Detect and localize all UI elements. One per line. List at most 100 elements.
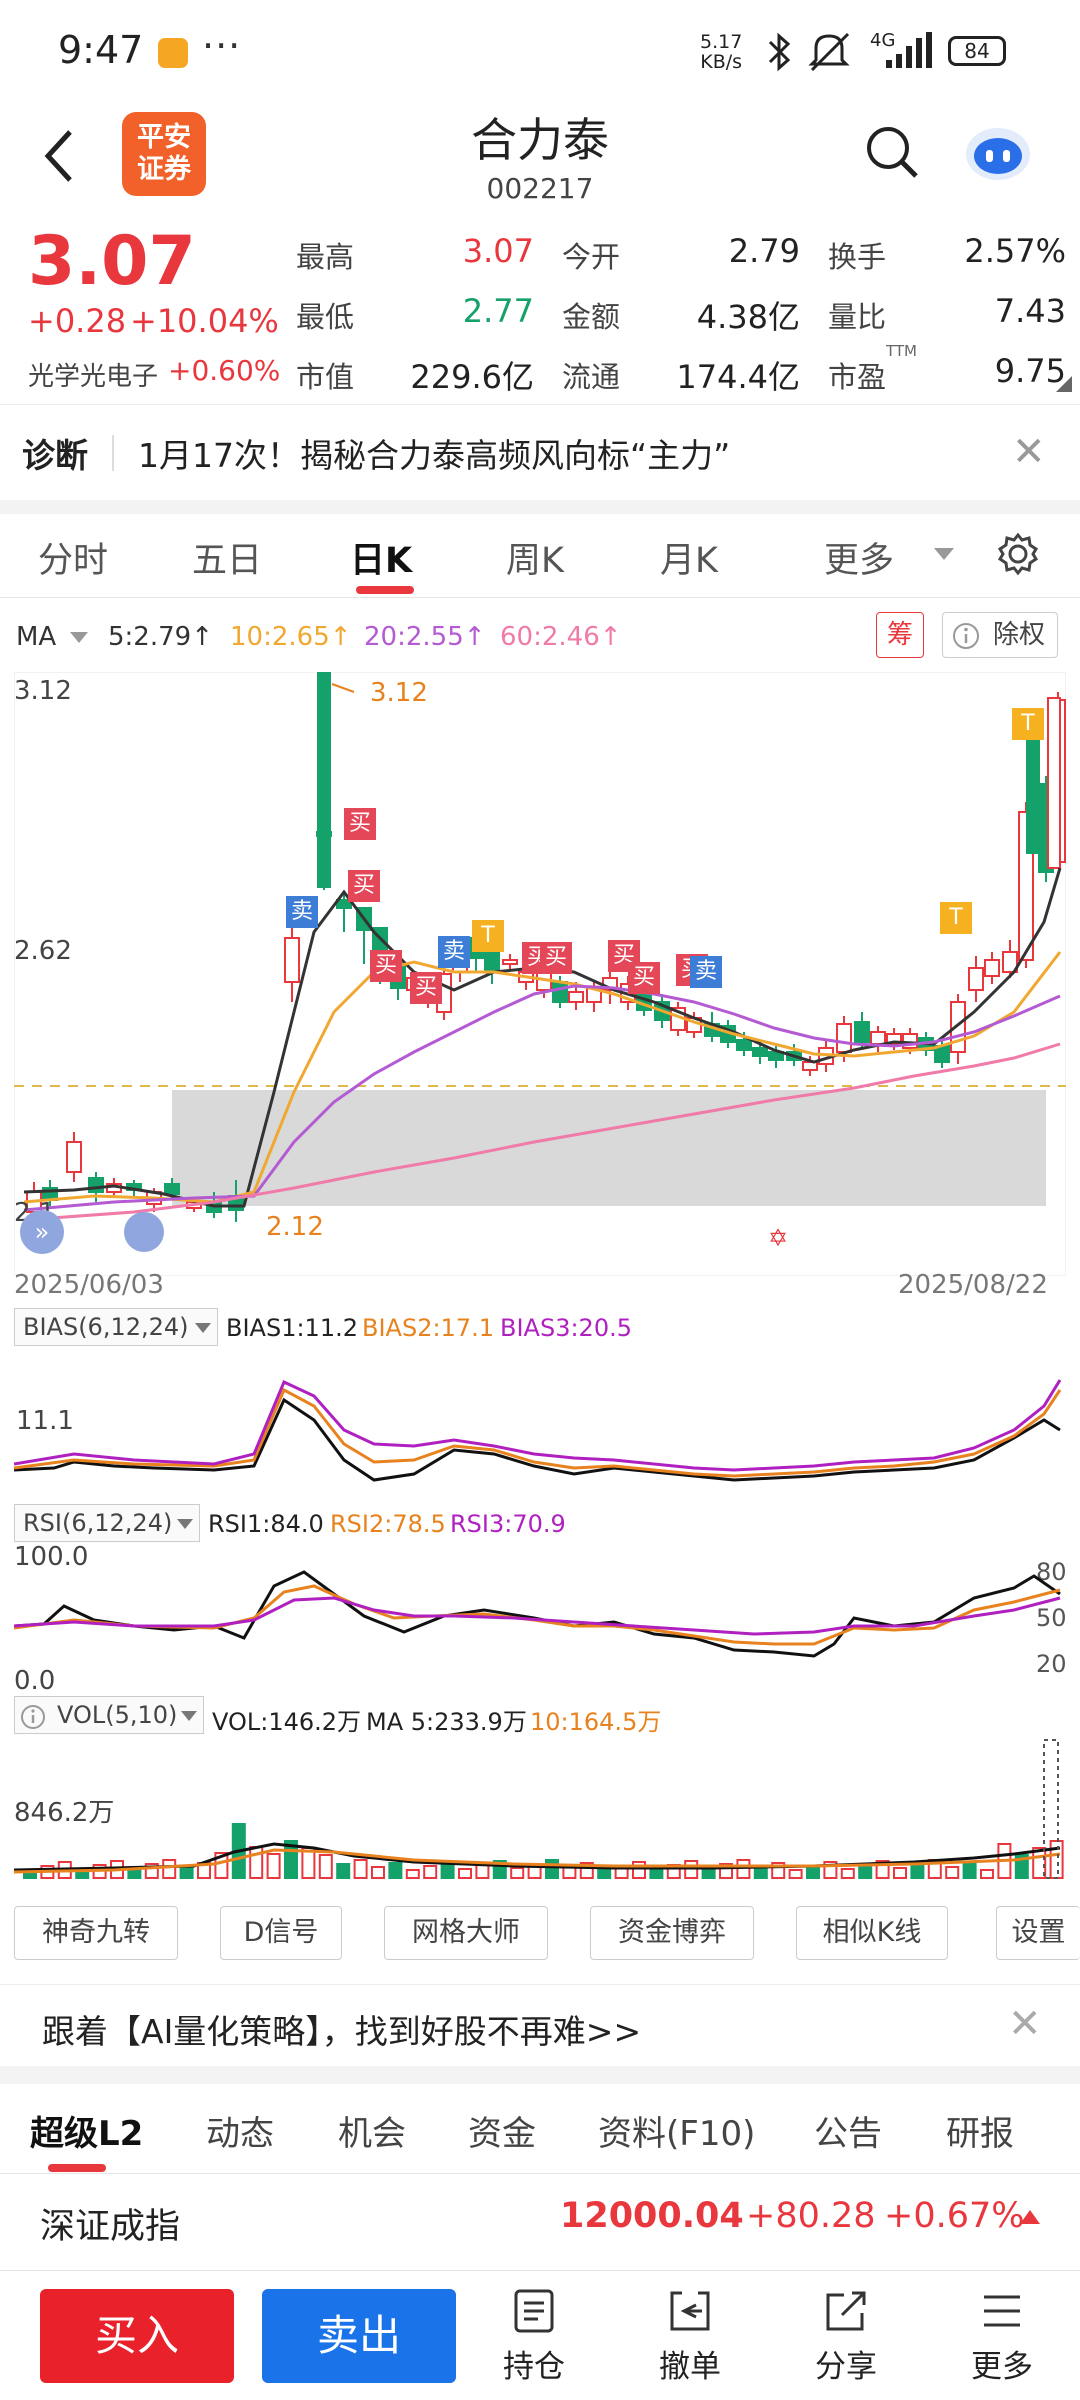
candle-body <box>968 967 984 991</box>
info-icon[interactable] <box>20 1704 46 1730</box>
tab-announcements[interactable]: 公告 <box>814 2114 882 2154</box>
vol-selector[interactable]: VOL(5,10) <box>14 1696 204 1734</box>
tab-daily-k[interactable]: 日K <box>350 541 413 581</box>
chevron-down-icon[interactable] <box>70 632 88 643</box>
bias-tag-label: BIAS(6,12,24) <box>23 1313 189 1341</box>
star-marker-icon[interactable]: ✡ <box>768 1224 789 1252</box>
tab-news[interactable]: 动态 <box>206 2114 274 2154</box>
volume-bar <box>162 1859 177 1879</box>
index-ticker[interactable]: 深证成指 12000.04 +80.28 +0.67% <box>0 2176 1080 2268</box>
broker-logo[interactable]: 平安 证券 <box>122 112 206 196</box>
kline-canvas <box>14 672 1066 1276</box>
bias2-line <box>14 1387 1062 1478</box>
more-button[interactable]: 更多 <box>942 2287 1062 2386</box>
t-signal-marker[interactable]: T <box>472 920 504 952</box>
battery-icon: 84 <box>948 36 1006 66</box>
buy-signal-marker[interactable]: 买 <box>344 808 376 840</box>
buy-signal-marker[interactable]: 买 <box>608 940 640 972</box>
tab-opportunity[interactable]: 机会 <box>338 2114 406 2154</box>
ma-selector[interactable]: MA <box>16 622 57 652</box>
vol-value: VOL:146.2万 <box>212 1708 362 1736</box>
event-marker-icon[interactable] <box>124 1212 164 1252</box>
sector-name[interactable]: 光学光电子 <box>28 362 159 392</box>
chip-distribution-button[interactable]: 筹 <box>876 612 924 658</box>
rsi-selector[interactable]: RSI(6,12,24) <box>14 1504 200 1542</box>
back-icon[interactable] <box>40 126 80 186</box>
buy-signal-marker[interactable]: 买 <box>348 870 380 902</box>
tab-super-l2[interactable]: 超级L2 <box>30 2114 144 2154</box>
buy-signal-marker[interactable]: 买 <box>410 972 442 1004</box>
tool-capital-game[interactable]: 资金博弈 <box>590 1906 754 1960</box>
kline-chart[interactable]: 3.12 2.62 2.1 3.12 2.12 2025/06/03 2025/… <box>14 672 1066 1300</box>
positions-button[interactable]: 持仓 <box>474 2287 594 2386</box>
tab-capital[interactable]: 资金 <box>468 2114 536 2154</box>
volume-bar <box>893 1867 907 1879</box>
quote-label-open: 今开 <box>562 240 621 274</box>
collapse-left-icon[interactable]: » <box>20 1210 64 1254</box>
ai-assistant-icon[interactable] <box>962 118 1034 184</box>
quote-value-amount: 4.38亿 <box>696 298 800 336</box>
sell-button[interactable]: 卖出 <box>262 2289 456 2383</box>
rsi-chart[interactable] <box>14 1546 1066 1686</box>
quote-value-open: 2.79 <box>728 232 800 270</box>
tool-grid-master[interactable]: 网格大师 <box>384 1906 548 1960</box>
tool-d-signal[interactable]: D信号 <box>220 1906 342 1960</box>
more-notifications-icon: ··· <box>202 24 242 68</box>
sell-signal-marker[interactable]: 卖 <box>286 896 318 928</box>
bias-selector[interactable]: BIAS(6,12,24) <box>14 1308 218 1346</box>
promo-banner[interactable]: 跟着【AI量化策略】，找到好股不再难>> ✕ <box>0 1984 1080 2066</box>
tab-more[interactable]: 更多 <box>824 541 895 581</box>
tab-monthly-k[interactable]: 月K <box>660 541 718 581</box>
volume-bar <box>353 1859 368 1879</box>
chevron-down-icon[interactable] <box>934 548 954 560</box>
buy-signal-marker[interactable]: 买 <box>540 942 572 974</box>
tool-similar-kline[interactable]: 相似K线 <box>796 1906 948 1960</box>
price-change: +0.28 <box>28 302 127 340</box>
tool-magic-nine[interactable]: 神奇九转 <box>14 1906 178 1960</box>
volume-bar <box>753 1866 768 1879</box>
volume-bar <box>649 1868 664 1879</box>
candle-body <box>870 1031 886 1045</box>
sell-signal-marker[interactable]: 卖 <box>690 956 722 988</box>
tab-intraday[interactable]: 分时 <box>38 541 109 581</box>
tab-research[interactable]: 研报 <box>946 2114 1014 2154</box>
chevron-down-icon <box>195 1323 211 1333</box>
expand-corner-icon[interactable] <box>1056 376 1072 392</box>
candle-body <box>502 959 518 965</box>
candle-body <box>164 1183 180 1195</box>
tool-settings[interactable]: 设置 <box>996 1906 1080 1960</box>
candle-body <box>984 959 1000 977</box>
cancel-order-button[interactable]: 撤单 <box>630 2287 750 2386</box>
buy-signal-marker[interactable]: 买 <box>628 962 660 994</box>
buy-signal-marker[interactable]: 买 <box>370 950 402 982</box>
close-icon[interactable]: ✕ <box>1008 2001 1042 2047</box>
quote-value-low: 2.77 <box>462 292 534 330</box>
tab-five-day[interactable]: 五日 <box>192 541 263 581</box>
volume-bar <box>405 1869 420 1879</box>
section-gap <box>0 2066 1080 2084</box>
t-signal-marker[interactable]: T <box>1012 708 1044 740</box>
bias-chart[interactable] <box>14 1350 1066 1510</box>
gear-icon[interactable] <box>996 532 1040 576</box>
cancel-order-label: 撤单 <box>659 2349 721 2385</box>
diagnosis-banner[interactable]: 诊断 1月17次！揭秘合力泰高频风向标“主力” ✕ <box>0 404 1080 500</box>
volume-bar <box>510 1867 525 1879</box>
tab-weekly-k[interactable]: 周K <box>506 541 564 581</box>
volume-bar <box>736 1859 751 1879</box>
share-button[interactable]: 分享 <box>786 2287 906 2386</box>
tab-f10[interactable]: 资料(F10) <box>598 2114 756 2154</box>
close-icon[interactable]: ✕ <box>1012 429 1046 475</box>
rsi-axis-top: 100.0 <box>14 1542 89 1572</box>
date-end: 2025/08/22 <box>898 1270 1048 1300</box>
volume-chart[interactable] <box>14 1736 1066 1886</box>
date-start: 2025/06/03 <box>14 1270 164 1300</box>
sell-signal-marker[interactable]: 卖 <box>438 936 470 968</box>
divider <box>112 435 114 471</box>
ex-rights-button[interactable]: 除权 <box>942 612 1058 658</box>
buy-button[interactable]: 买入 <box>40 2289 234 2383</box>
candle-body <box>886 1033 902 1045</box>
positions-icon <box>514 2289 554 2333</box>
ma5-value: 5:2.79↑ <box>108 622 213 652</box>
search-icon[interactable] <box>864 124 920 180</box>
t-signal-marker[interactable]: T <box>940 902 972 934</box>
